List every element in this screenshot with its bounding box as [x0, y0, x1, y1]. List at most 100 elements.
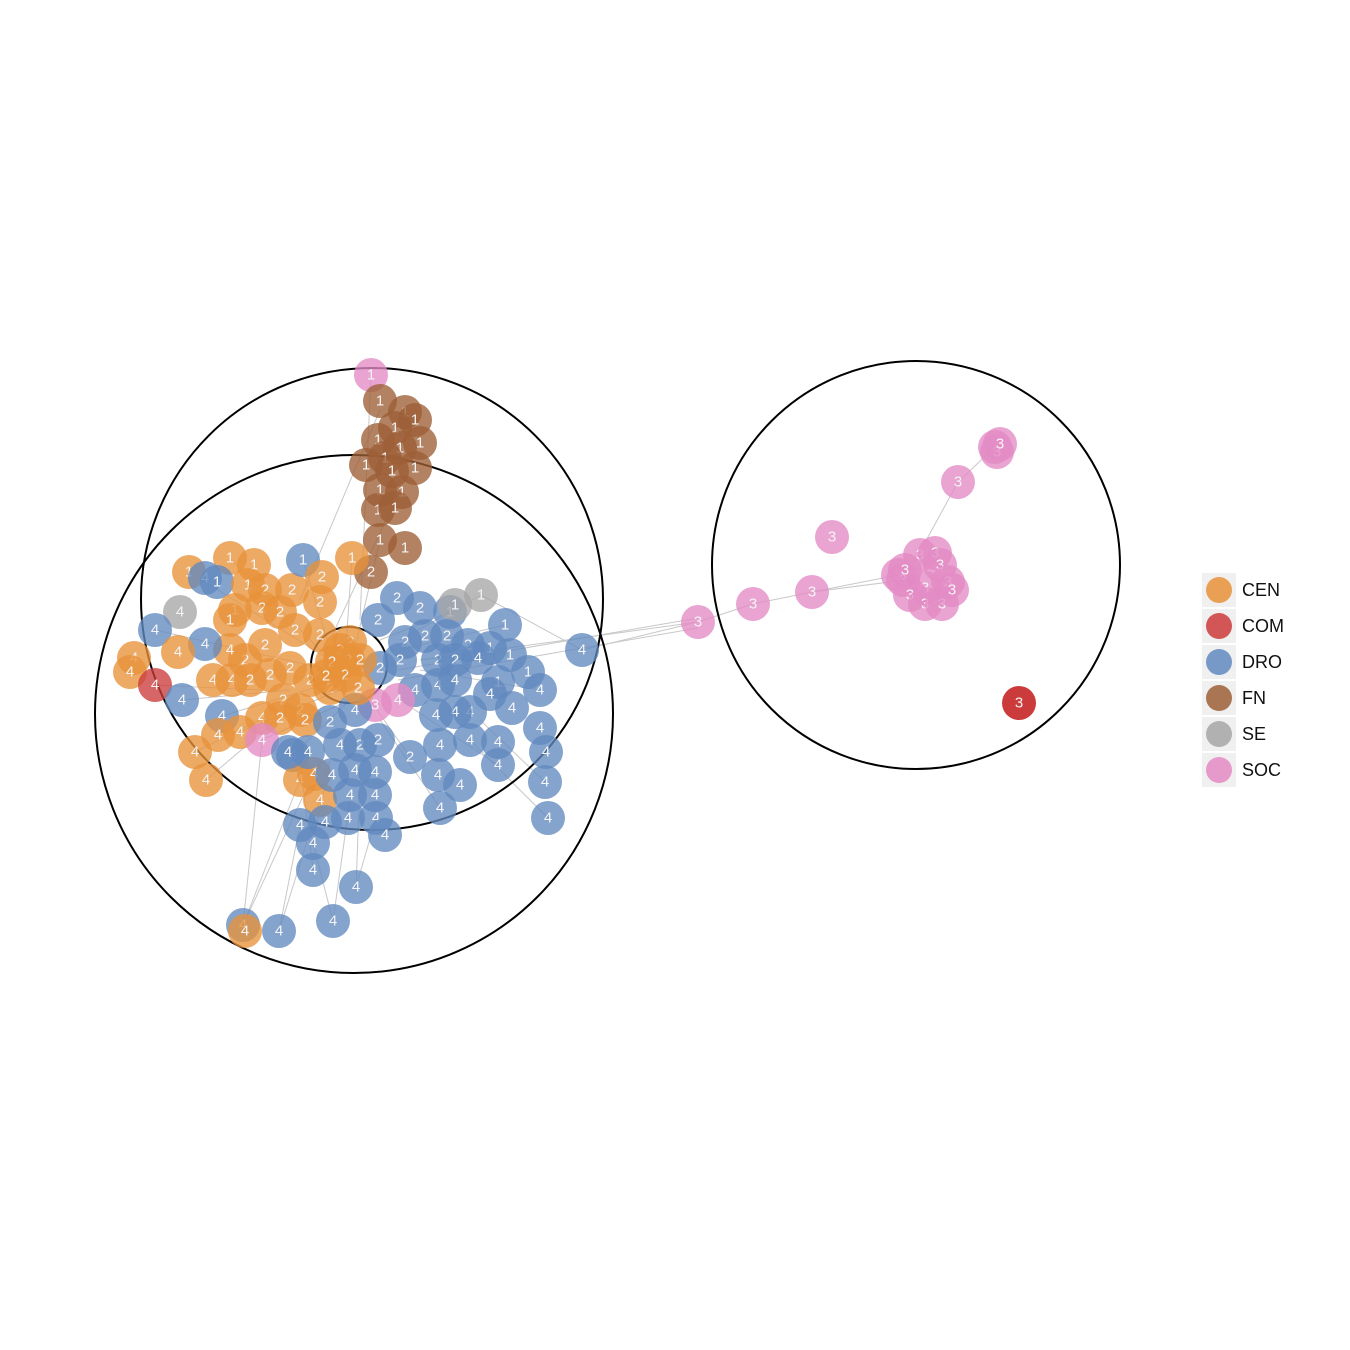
node-circle	[341, 671, 375, 705]
node-cluster-label: 1	[226, 550, 234, 567]
node-cluster-label: 4	[494, 734, 502, 751]
node-cen: 2	[288, 703, 322, 737]
node-circle	[461, 641, 495, 675]
node-cluster-label: 4	[351, 762, 359, 779]
node-cluster-label: 4	[226, 642, 234, 659]
node-circle	[935, 573, 969, 607]
node-dro: 4	[419, 698, 453, 732]
node-cluster-label: 3	[996, 436, 1004, 453]
edge	[581, 621, 699, 651]
node-cluster-label: 2	[416, 600, 424, 617]
node-cluster-label: 2	[393, 590, 401, 607]
node-cluster-label: 4	[202, 772, 210, 789]
node-dro: 4	[296, 853, 330, 887]
node-circle	[438, 663, 472, 697]
node-cluster-label: 4	[494, 757, 502, 774]
node-cluster-label: 2	[276, 604, 284, 621]
legend-item-se: SE	[1202, 716, 1292, 752]
node-cluster-label: 1	[501, 617, 509, 634]
node-circle	[528, 765, 562, 799]
node-circle	[189, 763, 223, 797]
edge	[469, 739, 549, 819]
node-circle	[438, 588, 472, 622]
legend-key-com	[1202, 609, 1236, 643]
legend-label-soc: SOC	[1242, 759, 1282, 780]
node-cluster-label: 2	[354, 680, 362, 697]
node-circle	[983, 427, 1017, 461]
node-cluster-label: 4	[466, 732, 474, 749]
node-cluster-label: 4	[344, 810, 352, 827]
legend-swatch-fn	[1206, 685, 1232, 711]
node-cluster-label: 1	[244, 577, 252, 594]
node-cluster-label: 3	[749, 596, 757, 613]
node-circle	[228, 914, 262, 948]
node-circle	[165, 683, 199, 717]
legend-swatch-se	[1206, 721, 1232, 747]
node-cluster-label: 1	[374, 432, 382, 449]
node-circle	[1002, 686, 1036, 720]
node-circle	[331, 801, 365, 835]
node-cluster-label: 4	[236, 724, 244, 741]
edge	[242, 739, 263, 926]
node-circle	[443, 768, 477, 802]
node-circle	[488, 608, 522, 642]
node-cluster-label: 4	[304, 744, 312, 761]
node-cluster-label: 4	[214, 727, 222, 744]
node-cluster-label: 4	[191, 744, 199, 761]
node-circle	[423, 728, 457, 762]
node-soc: 3	[941, 465, 975, 499]
node-circle	[339, 870, 373, 904]
node-cluster-label: 4	[209, 672, 217, 689]
node-cen: 2	[305, 560, 339, 594]
node-dro: 1	[488, 608, 522, 642]
node-cluster-label: 2	[341, 667, 349, 684]
node-cluster-label: 2	[318, 569, 326, 586]
node-cluster-label: 3	[1015, 695, 1023, 712]
node-circle	[795, 575, 829, 609]
node-soc: 3	[795, 575, 829, 609]
node-dro: 4	[461, 641, 495, 675]
node-cluster-label: 4	[174, 644, 182, 661]
legend-swatch-com	[1206, 613, 1232, 639]
node-cluster-label: 1	[374, 502, 382, 519]
node-cluster-label: 4	[258, 710, 266, 727]
node-cluster-label: 4	[316, 792, 324, 809]
node-circle	[815, 520, 849, 554]
node-circle	[343, 643, 377, 677]
node-dro: 4	[339, 870, 373, 904]
node-cluster-label: 4	[411, 682, 419, 699]
node-dro: 2	[403, 591, 437, 625]
node-circle	[138, 668, 172, 702]
node-circle	[388, 531, 422, 565]
node-circle	[393, 740, 427, 774]
node-circle	[113, 655, 147, 689]
node-dro: 4	[495, 691, 529, 725]
node-cluster-label: 1	[391, 420, 399, 437]
node-dro: 4	[316, 904, 350, 938]
node-dro: 4	[523, 673, 557, 707]
node-cluster-label: 4	[151, 677, 159, 694]
legend-label-se: SE	[1242, 723, 1267, 744]
node-circle	[453, 723, 487, 757]
legend-item-dro: DRO	[1202, 644, 1292, 680]
node-dro: 4	[165, 683, 199, 717]
node-circle	[245, 723, 279, 757]
node-cluster-label: 4	[436, 800, 444, 817]
node-cluster-label: 4	[284, 744, 292, 761]
node-cluster-label: 4	[309, 862, 317, 879]
node-cluster-label: 3	[954, 474, 962, 491]
node-cluster-label: 2	[356, 652, 364, 669]
node-cluster-label: 4	[371, 787, 379, 804]
node-circle	[423, 791, 457, 825]
node-circle	[378, 491, 412, 525]
node-cluster-label: 4	[126, 664, 134, 681]
node-cluster-label: 4	[544, 810, 552, 827]
node-cluster-label: 4	[432, 707, 440, 724]
node-cluster-label: 3	[906, 587, 914, 604]
node-cluster-label: 2	[279, 692, 287, 709]
node-circle	[305, 560, 339, 594]
node-cluster-label: 4	[241, 923, 249, 940]
legend-key-fn	[1202, 681, 1236, 715]
node-cluster-label: 3	[936, 557, 944, 574]
